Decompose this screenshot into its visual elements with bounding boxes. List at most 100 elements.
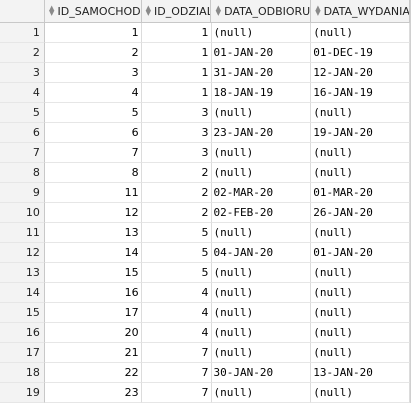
table-row[interactable]: 13 15 5 (null) (null) <box>0 263 410 283</box>
cell-data-odbioru[interactable]: (null) <box>211 323 312 343</box>
column-header-id-odzial[interactable]: ▲ ▼ ID_ODZIAL <box>142 0 212 22</box>
cell-data-wydania[interactable]: (null) <box>311 143 410 163</box>
cell-data-wydania[interactable]: (null) <box>311 383 410 403</box>
cell-data-odbioru[interactable]: (null) <box>211 223 312 243</box>
table-row[interactable]: 2 2 1 01-JAN-20 01-DEC-19 <box>0 43 410 63</box>
cell-id-odzial[interactable]: 7 <box>141 383 212 403</box>
table-row[interactable]: 19 23 7 (null) (null) <box>0 383 410 403</box>
row-number[interactable]: 6 <box>0 123 45 143</box>
sort-icon[interactable]: ▲ ▼ <box>215 4 221 17</box>
row-number[interactable]: 15 <box>0 303 45 323</box>
row-number[interactable]: 1 <box>0 23 45 43</box>
cell-data-odbioru[interactable]: (null) <box>211 263 312 283</box>
cell-data-odbioru[interactable]: 18-JAN-19 <box>211 83 312 103</box>
table-row[interactable]: 5 5 3 (null) (null) <box>0 103 410 123</box>
cell-data-wydania[interactable]: (null) <box>311 263 410 283</box>
cell-data-wydania[interactable]: 12-JAN-20 <box>311 63 410 83</box>
cell-id-samochod[interactable]: 17 <box>44 303 142 323</box>
cell-id-odzial[interactable]: 7 <box>141 343 212 363</box>
cell-data-odbioru[interactable]: 23-JAN-20 <box>211 123 312 143</box>
cell-id-samochod[interactable]: 21 <box>44 343 142 363</box>
row-number[interactable]: 18 <box>0 363 45 383</box>
table-row[interactable]: 14 16 4 (null) (null) <box>0 283 410 303</box>
table-row[interactable]: 10 12 2 02-FEB-20 26-JAN-20 <box>0 203 410 223</box>
row-number[interactable]: 11 <box>0 223 45 243</box>
sort-icon[interactable]: ▲ ▼ <box>315 4 321 17</box>
cell-id-odzial[interactable]: 2 <box>141 183 212 203</box>
cell-data-wydania[interactable]: 26-JAN-20 <box>311 203 410 223</box>
cell-data-wydania[interactable]: 01-JAN-20 <box>311 243 410 263</box>
cell-data-odbioru[interactable]: 30-JAN-20 <box>211 363 312 383</box>
cell-data-wydania[interactable]: (null) <box>311 103 410 123</box>
cell-data-wydania[interactable]: 01-MAR-20 <box>311 183 410 203</box>
row-number[interactable]: 19 <box>0 383 45 403</box>
cell-id-samochod[interactable]: 4 <box>44 83 142 103</box>
cell-id-samochod[interactable]: 23 <box>44 383 142 403</box>
cell-id-odzial[interactable]: 7 <box>141 363 212 383</box>
cell-id-samochod[interactable]: 6 <box>44 123 142 143</box>
cell-id-samochod[interactable]: 8 <box>44 163 142 183</box>
cell-data-wydania[interactable]: 19-JAN-20 <box>311 123 410 143</box>
table-row[interactable]: 9 11 2 02-MAR-20 01-MAR-20 <box>0 183 410 203</box>
cell-id-odzial[interactable]: 1 <box>141 83 212 103</box>
cell-id-odzial[interactable]: 5 <box>141 223 212 243</box>
cell-data-wydania[interactable]: (null) <box>311 283 410 303</box>
row-number[interactable]: 3 <box>0 63 45 83</box>
cell-id-samochod[interactable]: 12 <box>44 203 142 223</box>
row-number[interactable]: 7 <box>0 143 45 163</box>
cell-data-odbioru[interactable]: 04-JAN-20 <box>211 243 312 263</box>
table-row[interactable]: 15 17 4 (null) (null) <box>0 303 410 323</box>
cell-data-odbioru[interactable]: (null) <box>211 343 312 363</box>
cell-id-odzial[interactable]: 5 <box>141 243 212 263</box>
cell-data-wydania[interactable]: 01-DEC-19 <box>311 43 410 63</box>
row-number[interactable]: 12 <box>0 243 45 263</box>
row-number[interactable]: 9 <box>0 183 45 203</box>
sort-icon[interactable]: ▲ ▼ <box>145 4 152 17</box>
cell-id-odzial[interactable]: 3 <box>141 103 212 123</box>
cell-id-samochod[interactable]: 11 <box>44 183 142 203</box>
table-row[interactable]: 16 20 4 (null) (null) <box>0 323 410 343</box>
cell-data-odbioru[interactable]: 02-MAR-20 <box>211 183 312 203</box>
column-header-id-samochod[interactable]: ▲ ▼ ID_SAMOCHOD <box>45 0 142 22</box>
cell-data-odbioru[interactable]: (null) <box>211 383 312 403</box>
table-row[interactable]: 18 22 7 30-JAN-20 13-JAN-20 <box>0 363 410 383</box>
cell-data-odbioru[interactable]: (null) <box>211 143 312 163</box>
cell-id-odzial[interactable]: 4 <box>141 283 212 303</box>
cell-id-samochod[interactable]: 7 <box>44 143 142 163</box>
sort-icon[interactable]: ▲ ▼ <box>49 4 55 17</box>
cell-data-wydania[interactable]: 16-JAN-19 <box>311 83 410 103</box>
cell-id-samochod[interactable]: 22 <box>44 363 142 383</box>
row-number[interactable]: 8 <box>0 163 45 183</box>
row-number[interactable]: 14 <box>0 283 45 303</box>
cell-id-odzial[interactable]: 1 <box>141 23 212 43</box>
cell-data-odbioru[interactable]: 31-JAN-20 <box>211 63 312 83</box>
cell-id-odzial[interactable]: 5 <box>141 263 212 283</box>
cell-id-odzial[interactable]: 1 <box>141 43 212 63</box>
table-row[interactable]: 4 4 1 18-JAN-19 16-JAN-19 <box>0 83 410 103</box>
cell-id-samochod[interactable]: 13 <box>44 223 142 243</box>
cell-id-samochod[interactable]: 15 <box>44 263 142 283</box>
table-row[interactable]: 17 21 7 (null) (null) <box>0 343 410 363</box>
row-number[interactable]: 17 <box>0 343 45 363</box>
cell-data-wydania[interactable]: 13-JAN-20 <box>311 363 410 383</box>
cell-data-wydania[interactable]: (null) <box>311 23 410 43</box>
cell-id-odzial[interactable]: 2 <box>141 163 212 183</box>
cell-data-odbioru[interactable]: (null) <box>211 303 312 323</box>
cell-id-samochod[interactable]: 1 <box>44 23 142 43</box>
row-number[interactable]: 16 <box>0 323 45 343</box>
cell-data-odbioru[interactable]: (null) <box>211 23 312 43</box>
row-number[interactable]: 10 <box>0 203 45 223</box>
row-number[interactable]: 5 <box>0 103 45 123</box>
table-row[interactable]: 1 1 1 (null) (null) <box>0 23 410 43</box>
table-row[interactable]: 11 13 5 (null) (null) <box>0 223 410 243</box>
cell-id-odzial[interactable]: 4 <box>141 323 212 343</box>
cell-data-wydania[interactable]: (null) <box>311 343 410 363</box>
cell-data-wydania[interactable]: (null) <box>311 223 410 243</box>
cell-id-samochod[interactable]: 16 <box>44 283 142 303</box>
row-number[interactable]: 2 <box>0 43 45 63</box>
table-row[interactable]: 3 3 1 31-JAN-20 12-JAN-20 <box>0 63 410 83</box>
cell-id-samochod[interactable]: 3 <box>44 63 142 83</box>
row-number[interactable]: 13 <box>0 263 45 283</box>
cell-data-wydania[interactable]: (null) <box>311 303 410 323</box>
cell-data-odbioru[interactable]: (null) <box>211 103 312 123</box>
